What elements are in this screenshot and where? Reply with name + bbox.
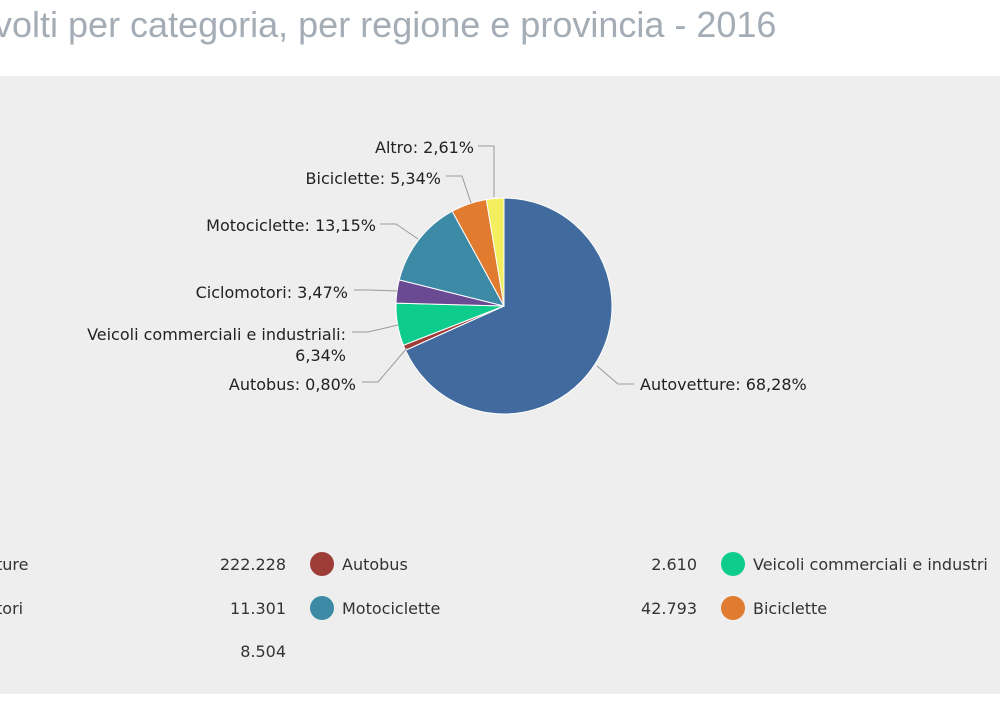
slice-label-biciclette: Biciclette: 5,34%: [306, 169, 441, 188]
legend-value: 8.504: [240, 642, 286, 661]
label-connector-biciclette: [446, 175, 472, 204]
legend-value: 11.301: [230, 599, 286, 618]
legend-swatch-veicoli-commerciali-e-industri[interactable]: [721, 552, 745, 576]
pie-slice-altro[interactable]: [485, 197, 505, 307]
legend-value: 2.610: [651, 555, 697, 574]
page-title: volti per categoria, per regione e provi…: [0, 4, 777, 45]
chart-panel: Autovetture: 68,28% Autobus: 0,80% Veicoli…: [0, 76, 1000, 694]
slice-label-altro: Altro: 2,61%: [375, 138, 474, 157]
legend-swatch-autobus[interactable]: [310, 552, 334, 576]
legend-label-biciclette[interactable]: Biciclette: [753, 599, 827, 618]
legend-swatch-biciclette[interactable]: [721, 596, 745, 620]
legend-label-ture[interactable]: ture: [0, 555, 28, 574]
label-connectors: [352, 145, 634, 385]
label-connector-autobus: [362, 347, 408, 383]
slice-label-value-veicoli-commerciali-e-industriali: 6,34%: [295, 346, 346, 365]
legend-swatch-motociclette[interactable]: [310, 596, 334, 620]
legend-label-autobus[interactable]: Autobus: [342, 555, 408, 574]
label-connector-autovetture: [596, 365, 634, 385]
legend-label-motociclette[interactable]: Motociclette: [342, 599, 440, 618]
pie-slice-autovetture[interactable]: [404, 197, 613, 415]
slice-label-autobus: Autobus: 0,80%: [229, 375, 356, 394]
slice-label-ciclomotori: Ciclomotori: 3,47%: [196, 283, 348, 302]
label-connector-ciclomotori: [354, 289, 398, 292]
label-connector-veicoli-commerciali-e-industriali: [352, 324, 399, 333]
legend: ture 222.228 Autobus 2.610 Veicoli commercia…: [0, 552, 988, 661]
legend-label-veicoli-commerciali-e-industri[interactable]: Veicoli commerciali e industri: [753, 555, 988, 574]
legend-value: 222.228: [220, 555, 286, 574]
slice-labels: Autovetture: 68,28% Autobus: 0,80% Veicoli…: [87, 138, 807, 394]
slice-label-autovetture: Autovetture: 68,28%: [640, 375, 807, 394]
slice-label-motociclette: Motociclette: 13,15%: [206, 216, 376, 235]
pie-slice-motociclette[interactable]: [398, 210, 505, 307]
slice-label-veicoli-commerciali-e-industriali: Veicoli commerciali e industriali:: [87, 325, 346, 344]
pie-slices: [395, 197, 613, 415]
legend-value: 42.793: [641, 599, 697, 618]
pie-chart: Autovetture: 68,28% Autobus: 0,80% Veicoli…: [0, 138, 988, 661]
label-connector-motociclette: [380, 223, 419, 240]
label-connector-altro: [478, 145, 495, 197]
legend-label-tori[interactable]: tori: [0, 599, 23, 618]
